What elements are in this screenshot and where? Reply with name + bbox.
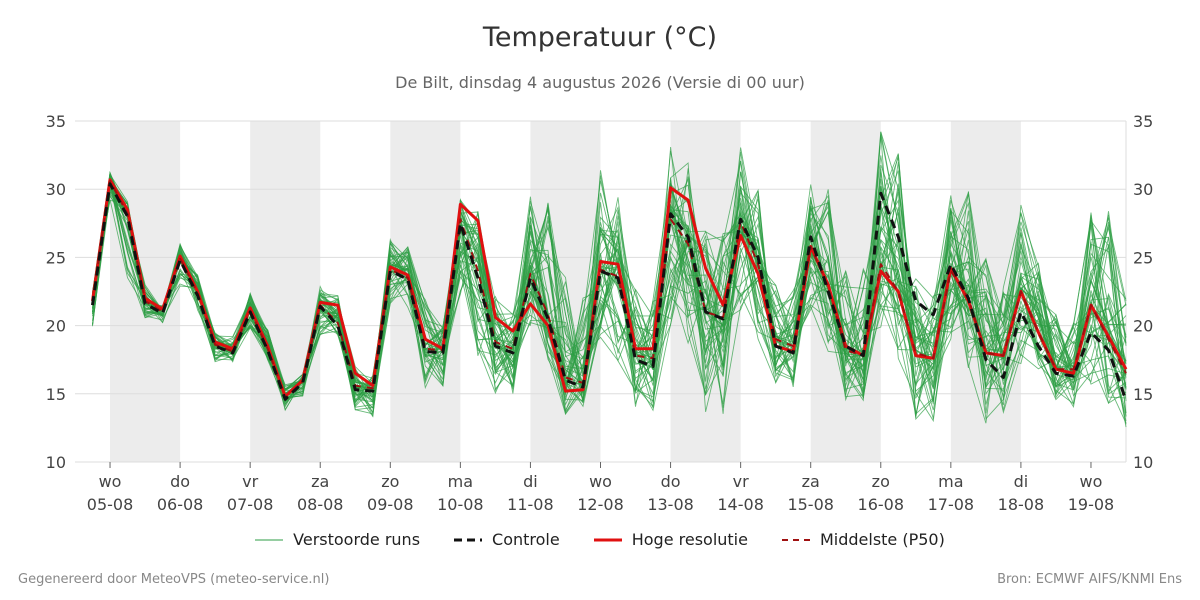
footer-source: Bron: ECMWF AIFS/KNMI Ens [997,572,1182,587]
y-tick-label-left: 15 [46,385,66,404]
legend-item-control[interactable]: Controle [454,530,560,549]
x-tick-day-label: wo [1080,472,1103,491]
x-tick-date-label: 09-08 [367,495,414,514]
x-tick-day-label: wo [589,472,612,491]
legend-swatch-control [454,538,483,541]
x-tick-day-label: vr [242,472,258,491]
x-tick-date-label: 18-08 [998,495,1045,514]
y-tick-label-left: 20 [46,317,66,336]
legend-label-median: Middelste (P50) [819,530,945,549]
x-tick-date-label: 19-08 [1068,495,1115,514]
x-tick-date-label: 13-08 [647,495,694,514]
x-tick-day-label: za [802,472,820,491]
y-tick-label-right: 35 [1133,112,1153,131]
x-tick-date-label: 14-08 [717,495,764,514]
x-tick-day-label: zo [872,472,890,491]
legend-swatch-median [781,538,810,541]
footer-generator: Gegenereerd door MeteoVPS (meteo-service… [18,572,330,587]
y-tick-label-right: 20 [1133,317,1153,336]
legend-swatch-members [255,539,284,540]
x-tick-day-label: di [523,472,538,491]
y-axis-left: 10 15 20 25 30 35 [46,112,66,472]
x-axis: wo 05-08 do 06-08 vr 07-08 za 08-08 zo 09-08 ma 10-… [87,462,1114,514]
x-tick-date-label: 12-08 [577,495,624,514]
x-tick-date-label: 06-08 [157,495,204,514]
x-tick-date-label: 16-08 [858,495,905,514]
x-tick-date-label: 17-08 [928,495,975,514]
control-line [91,182,1128,402]
x-tick-day-label: do [170,472,190,491]
legend-label-members: Verstoorde runs [293,530,421,549]
x-tick-day-label: do [661,472,681,491]
y-tick-label-left: 30 [46,180,66,199]
ensemble-members [92,131,1127,428]
x-tick-date-label: 11-08 [507,495,554,514]
legend-item-median[interactable]: Middelste (P50) [781,530,945,549]
x-tick-date-label: 10-08 [437,495,484,514]
x-tick-day-label: wo [99,472,122,491]
weekend-bands [110,121,1021,462]
x-tick-day-label: ma [938,472,963,491]
y-tick-label-right: 15 [1133,385,1153,404]
x-tick-day-label: za [311,472,329,491]
chart-subtitle: De Bilt, dinsdag 4 augustus 2026 (Versie… [395,73,805,92]
chart-title: Temperatuur (°C) [482,22,718,53]
legend-item-members[interactable]: Verstoorde runs [255,530,420,549]
legend-label-hires: Hoge resolutie [631,530,748,549]
legend-item-hires[interactable]: Hoge resolutie [593,530,748,549]
x-tick-date-label: 07-08 [227,495,274,514]
chart-legend: Verstoorde runs Controle Hoge resolutie … [0,530,1200,549]
member-line [92,176,1127,411]
x-tick-day-label: di [1014,472,1029,491]
member-line [92,176,1127,404]
y-tick-label-right: 30 [1133,180,1153,199]
median-line [91,180,1127,399]
y-tick-label-right: 25 [1133,248,1153,267]
x-tick-date-label: 08-08 [297,495,344,514]
y-tick-label-left: 10 [46,453,66,472]
x-tick-day-label: vr [733,472,749,491]
x-tick-day-label: zo [381,472,399,491]
x-tick-date-label: 15-08 [787,495,834,514]
legend-label-control: Controle [492,530,560,549]
y-tick-label-left: 35 [46,112,66,131]
x-tick-date-label: 05-08 [87,495,134,514]
y-tick-label-left: 25 [46,248,66,267]
x-tick-day-label: ma [448,472,473,491]
y-axis-right: 10 15 20 25 30 35 [1133,112,1153,472]
member-line [92,168,1127,401]
legend-swatch-hires [593,538,622,541]
y-tick-label-right: 10 [1133,453,1153,472]
main-series [91,178,1128,402]
